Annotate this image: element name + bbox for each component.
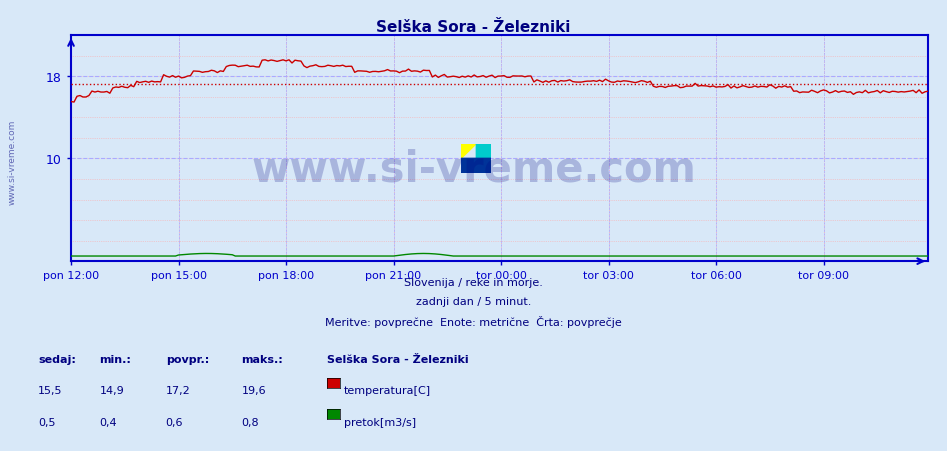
Text: 0,6: 0,6 xyxy=(166,417,183,427)
Text: Meritve: povprečne  Enote: metrične  Črta: povprečje: Meritve: povprečne Enote: metrične Črta:… xyxy=(325,315,622,327)
Text: 17,2: 17,2 xyxy=(166,386,190,396)
Text: min.:: min.: xyxy=(99,354,132,364)
Text: povpr.:: povpr.: xyxy=(166,354,209,364)
Text: zadnji dan / 5 minut.: zadnji dan / 5 minut. xyxy=(416,296,531,306)
Polygon shape xyxy=(461,144,476,159)
Polygon shape xyxy=(461,159,491,174)
Text: sedaj:: sedaj: xyxy=(38,354,76,364)
Text: Selška Sora - Železniki: Selška Sora - Železniki xyxy=(327,354,469,364)
Text: pretok[m3/s]: pretok[m3/s] xyxy=(344,417,416,427)
Text: Slovenija / reke in morje.: Slovenija / reke in morje. xyxy=(404,277,543,287)
Polygon shape xyxy=(476,144,491,159)
Text: 0,8: 0,8 xyxy=(241,417,259,427)
Text: www.si-vreme.com: www.si-vreme.com xyxy=(8,120,17,205)
Text: temperatura[C]: temperatura[C] xyxy=(344,386,431,396)
Text: 0,4: 0,4 xyxy=(99,417,117,427)
Polygon shape xyxy=(476,144,491,159)
Text: www.si-vreme.com: www.si-vreme.com xyxy=(251,148,696,190)
Text: maks.:: maks.: xyxy=(241,354,283,364)
Polygon shape xyxy=(461,159,491,174)
Text: 0,5: 0,5 xyxy=(38,417,55,427)
Text: Selška Sora - Železniki: Selška Sora - Železniki xyxy=(376,20,571,35)
Text: 14,9: 14,9 xyxy=(99,386,124,396)
Text: 19,6: 19,6 xyxy=(241,386,266,396)
Text: 15,5: 15,5 xyxy=(38,386,63,396)
